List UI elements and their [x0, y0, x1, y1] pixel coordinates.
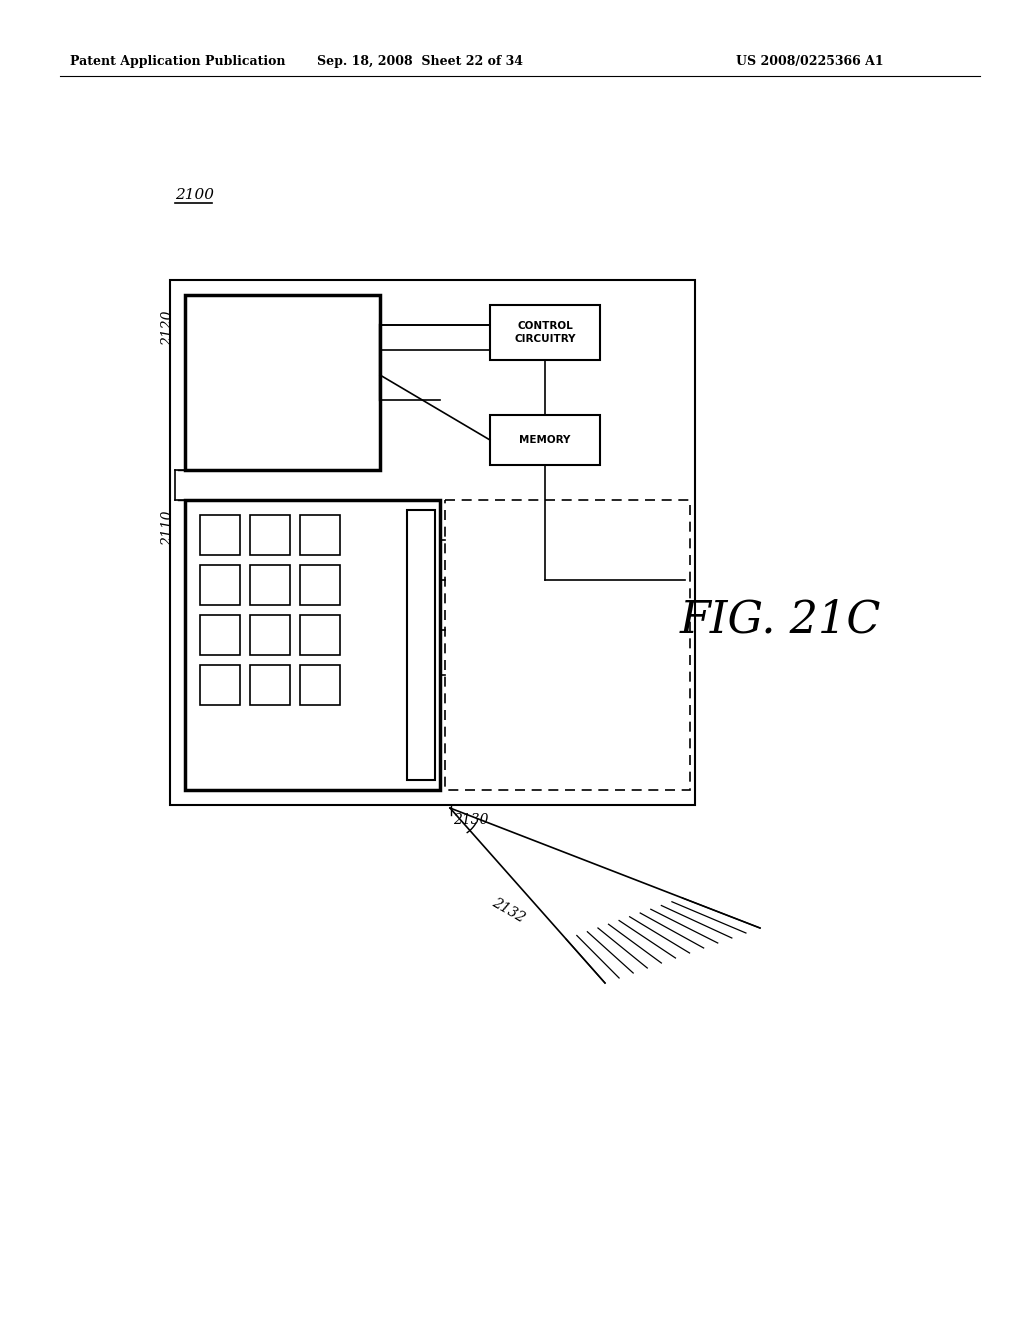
- Bar: [490, 305, 600, 360]
- Text: US 2008/0225366 A1: US 2008/0225366 A1: [736, 55, 884, 69]
- Bar: [200, 615, 240, 655]
- Text: Sep. 18, 2008  Sheet 22 of 34: Sep. 18, 2008 Sheet 22 of 34: [317, 55, 523, 69]
- Bar: [200, 565, 240, 605]
- Bar: [250, 665, 290, 705]
- Bar: [185, 500, 440, 789]
- Text: 2110: 2110: [161, 510, 175, 545]
- Text: CONTROL
CIRCUITRY: CONTROL CIRCUITRY: [514, 321, 575, 343]
- Text: MEMORY: MEMORY: [519, 436, 570, 445]
- Text: Patent Application Publication: Patent Application Publication: [70, 55, 286, 69]
- Text: 2100: 2100: [175, 187, 214, 202]
- Bar: [200, 665, 240, 705]
- Text: 2130: 2130: [453, 813, 488, 828]
- Bar: [200, 515, 240, 554]
- Bar: [490, 414, 600, 465]
- Bar: [300, 565, 340, 605]
- Bar: [170, 280, 695, 805]
- Text: FIG. 21C: FIG. 21C: [679, 598, 881, 642]
- Bar: [300, 665, 340, 705]
- Bar: [185, 294, 380, 470]
- Text: 2132: 2132: [490, 895, 527, 925]
- Text: 2120: 2120: [161, 310, 175, 346]
- Bar: [250, 615, 290, 655]
- Bar: [250, 515, 290, 554]
- Bar: [407, 510, 435, 780]
- Bar: [445, 500, 690, 789]
- Bar: [300, 515, 340, 554]
- Bar: [250, 565, 290, 605]
- Bar: [300, 615, 340, 655]
